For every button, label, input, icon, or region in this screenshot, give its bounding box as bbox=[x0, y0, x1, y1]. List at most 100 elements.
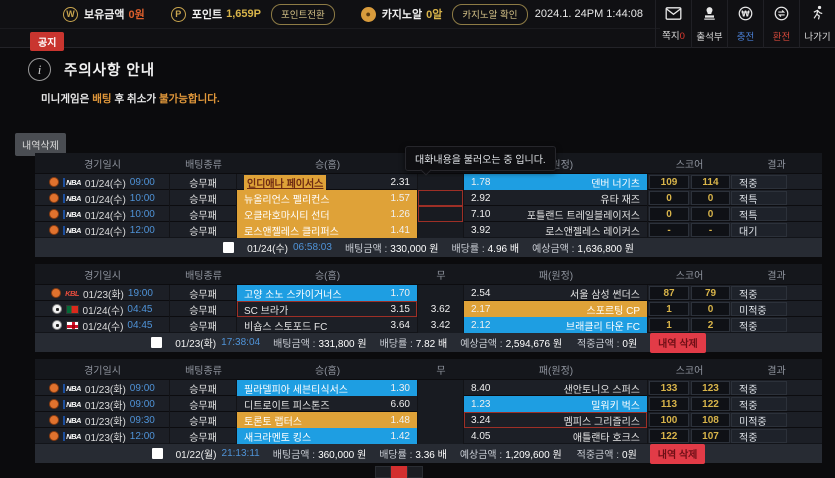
menu-item-label: 출석부 bbox=[696, 31, 723, 43]
draw-pick-cell[interactable]: 3.42 bbox=[418, 317, 464, 333]
draw-pick-cell[interactable] bbox=[418, 428, 464, 444]
home-pick-cell[interactable]: 필라델피아 세븐티식서스 1.30 bbox=[237, 380, 418, 396]
point-coin-icon: P bbox=[170, 6, 186, 22]
home-pick-cell[interactable]: 로스앤젤레스 클리퍼스 1.41 bbox=[237, 222, 418, 238]
away-pick-cell[interactable]: 2.12 브래클리 타운 FC bbox=[464, 317, 648, 333]
soccer-icon bbox=[51, 304, 62, 314]
menu-item-쪽지[interactable]: 쪽지0 bbox=[655, 0, 691, 48]
draw-pick-cell[interactable] bbox=[418, 190, 464, 206]
away-pick-cell[interactable]: 3.92 로스앤젤레스 레이커스 bbox=[464, 222, 648, 238]
loading-tooltip: 대화내용을 불러오는 중 입니다. bbox=[405, 146, 556, 171]
notice-badge[interactable]: 공지 bbox=[30, 32, 65, 51]
menu-item-나가기[interactable]: 나가기 bbox=[799, 0, 835, 48]
pagination-item[interactable] bbox=[375, 466, 391, 478]
summary-checkbox[interactable] bbox=[151, 337, 163, 348]
draw-pick-cell[interactable] bbox=[418, 222, 464, 238]
match-datetime-cell: NBA 01/24(수) 09:00 bbox=[35, 174, 170, 190]
draw-pick-cell[interactable] bbox=[418, 206, 464, 222]
nba-logo: NBA bbox=[63, 225, 81, 235]
home-team-name: 디트로이트 피스톤즈 bbox=[244, 400, 330, 412]
away-pick-cell[interactable]: 2.54 서울 삼성 썬더스 bbox=[464, 285, 648, 301]
away-team-name: 덴버 너기츠 bbox=[591, 178, 640, 190]
summary-checkbox[interactable] bbox=[223, 242, 235, 253]
home-pick-cell[interactable]: 디트로이트 피스톤즈 6.60 bbox=[237, 396, 418, 412]
away-pick-cell[interactable]: 8.40 샌안토니오 스퍼스 bbox=[464, 380, 648, 396]
summary-checkbox[interactable] bbox=[151, 448, 163, 459]
home-team-name: SC 브라가 bbox=[244, 305, 289, 317]
menu-item-label: 환전 bbox=[772, 31, 791, 43]
away-pick-cell[interactable]: 1.78 덴버 너기츠 bbox=[464, 174, 648, 190]
home-team-name: 새크라멘토 킹스 bbox=[244, 432, 312, 444]
home-pick-cell[interactable]: 고양 소노 스카이거너스 1.70 bbox=[237, 285, 418, 301]
menu-item-환전[interactable]: 환전 bbox=[763, 0, 799, 48]
pagination-item[interactable] bbox=[407, 466, 423, 478]
bet-row: NBA 01/24(수) 10:00 승무패 오클라호마시티 선더 1.26 7.10 포틀랜… bbox=[35, 205, 822, 222]
result-badge: 적특 bbox=[731, 191, 787, 206]
pagination bbox=[375, 466, 423, 478]
home-team-name: 뉴올리언스 펠리컨스 bbox=[244, 194, 330, 206]
home-pick-cell[interactable]: 오클라호마시티 선더 1.26 bbox=[237, 206, 418, 222]
away-score-cell: 2 bbox=[691, 318, 730, 332]
away-score-cell: 0 bbox=[691, 191, 730, 205]
delete-slip-button[interactable]: 내역 삭제 bbox=[650, 332, 706, 353]
summary-hit-amount-value: 0원 bbox=[622, 339, 638, 350]
home-pick-cell[interactable]: 뉴올리언스 펠리컨스 1.57 bbox=[237, 190, 418, 206]
col-header-result: 결과 bbox=[767, 365, 786, 377]
bet-type-cell: 승무패 bbox=[170, 317, 237, 333]
summary-time: 21:13:11 bbox=[221, 448, 260, 459]
summary-expected-amount-value: 1,636,800 원 bbox=[577, 244, 634, 255]
nba-logo: NBA bbox=[63, 177, 81, 187]
result-cell: 적중 bbox=[731, 285, 822, 301]
away-odds: 2.54 bbox=[471, 287, 491, 299]
draw-pick-cell[interactable] bbox=[418, 396, 464, 412]
casino-check-button[interactable]: 카지노알 확인 bbox=[452, 3, 528, 25]
home-score-cell: 1 bbox=[649, 302, 689, 316]
home-score-cell: 109 bbox=[649, 175, 689, 189]
away-score-cell: 122 bbox=[691, 397, 730, 411]
summary-hit-amount-label: 적중금액 : bbox=[576, 450, 620, 461]
points-convert-button[interactable]: 포인트전환 bbox=[270, 3, 335, 25]
menu-item-충전[interactable]: ₩ 충전 bbox=[727, 0, 763, 48]
home-odds: 1.48 bbox=[390, 414, 410, 426]
summary-date: 01/22(월) bbox=[175, 450, 217, 461]
away-pick-cell[interactable]: 3.24 멤피스 그리즐리스 bbox=[464, 412, 648, 428]
notice-text-part: 불가능합니다. bbox=[158, 93, 220, 105]
match-time: 04:45 bbox=[127, 319, 153, 331]
home-pick-cell[interactable]: 비숍스 스토포드 FC 3.64 bbox=[237, 317, 418, 333]
match-date: 01/23(화) bbox=[84, 400, 126, 412]
home-pick-cell[interactable]: 인디애나 페이서스 2.31 bbox=[237, 174, 418, 190]
home-team-name: 토론토 랩터스 bbox=[244, 416, 302, 428]
basketball-icon bbox=[49, 431, 60, 441]
away-pick-cell[interactable]: 7.10 포틀랜드 트레일블레이저스 bbox=[464, 206, 648, 222]
draw-pick-cell[interactable] bbox=[418, 285, 464, 301]
match-datetime-cell: NBA 01/23(화) 09:00 bbox=[35, 380, 170, 396]
nba-logo: NBA bbox=[63, 431, 81, 441]
away-pick-cell[interactable]: 4.05 애틀랜타 호크스 bbox=[464, 428, 648, 444]
home-pick-cell[interactable]: SC 브라가 3.15 bbox=[237, 301, 418, 317]
history-delete-button[interactable]: 내역삭제 bbox=[15, 133, 66, 156]
draw-pick-cell[interactable] bbox=[418, 380, 464, 396]
menu-item-label: 나가기 bbox=[804, 32, 831, 43]
pagination-item-active[interactable] bbox=[391, 466, 407, 478]
away-odds: 1.78 bbox=[471, 176, 491, 188]
draw-pick-cell[interactable] bbox=[418, 412, 464, 428]
home-team-name: 오클라호마시티 선더 bbox=[244, 210, 330, 222]
away-pick-cell[interactable]: 2.92 유타 재즈 bbox=[464, 190, 648, 206]
nba-logo: NBA bbox=[63, 383, 81, 393]
away-score-cell: 79 bbox=[691, 286, 730, 300]
col-header-away: 패(원정) bbox=[538, 159, 574, 171]
away-pick-cell[interactable]: 1.23 밀워키 벅스 bbox=[464, 396, 648, 412]
soccer-icon bbox=[51, 320, 62, 330]
menu-item-출석부[interactable]: 출석부 bbox=[691, 0, 727, 48]
away-pick-cell[interactable]: 2.17 스포르팅 CP bbox=[464, 301, 648, 317]
wallet-value: 0원 bbox=[128, 9, 145, 21]
away-odds: 3.24 bbox=[471, 414, 491, 426]
bet-type-cell: 승무패 bbox=[170, 412, 237, 428]
draw-pick-cell[interactable]: 3.62 bbox=[418, 301, 464, 317]
nba-logo: NBA bbox=[63, 209, 81, 219]
home-pick-cell[interactable]: 토론토 랩터스 1.48 bbox=[237, 412, 418, 428]
delete-slip-button[interactable]: 내역 삭제 bbox=[649, 443, 706, 464]
home-pick-cell[interactable]: 새크라멘토 킹스 1.42 bbox=[237, 428, 418, 444]
stamp-icon bbox=[702, 6, 717, 26]
draw-pick-cell[interactable] bbox=[418, 174, 464, 190]
